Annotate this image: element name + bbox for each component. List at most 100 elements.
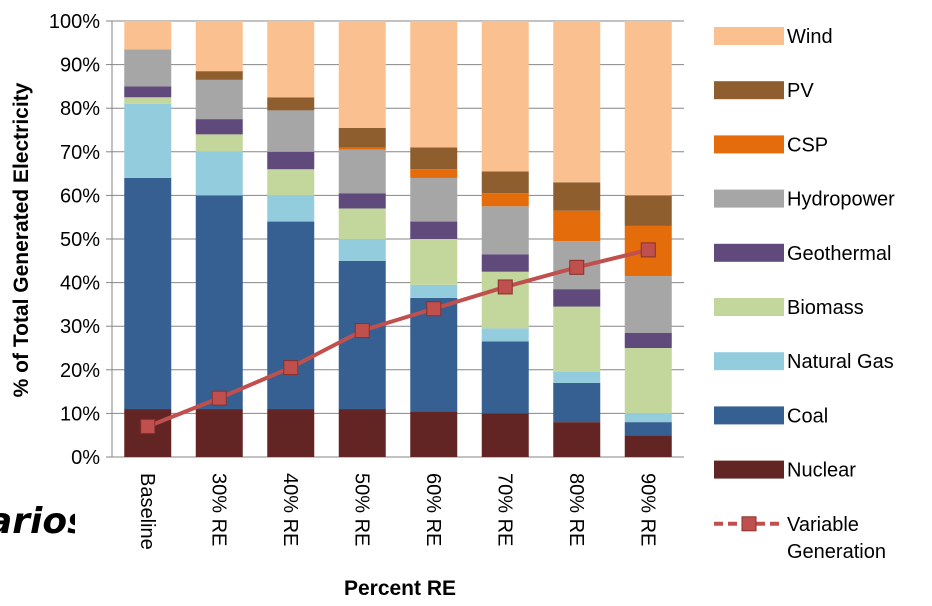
y-tick-label: 100% bbox=[49, 11, 100, 33]
bar-segment-coal bbox=[195, 195, 243, 410]
y-tick-label: 60% bbox=[60, 185, 100, 207]
variable-generation-polyline bbox=[147, 247, 649, 429]
bar-segment-geothermal bbox=[338, 193, 386, 209]
x-tick-label: 60% RE bbox=[422, 473, 444, 546]
y-tick-label: 20% bbox=[60, 360, 100, 382]
bar-segment-biomass bbox=[553, 306, 601, 372]
y-axis-label: % of Total Generated Electricity bbox=[10, 82, 33, 397]
y-tick-label: 30% bbox=[60, 316, 100, 338]
bar-segment-wind bbox=[124, 21, 172, 50]
y-tick-label: 80% bbox=[60, 98, 100, 120]
bar-segment-biomass bbox=[124, 97, 172, 104]
bar-segment-geothermal bbox=[124, 86, 172, 98]
bar-stacks bbox=[124, 21, 672, 457]
bar-segment-biomass bbox=[410, 239, 458, 285]
bar-stack bbox=[338, 21, 386, 457]
legend-label: Generation bbox=[787, 541, 886, 563]
bar-segment-geothermal bbox=[267, 151, 315, 170]
bar-segment-hydropower bbox=[195, 79, 243, 120]
bar-segment-geothermal bbox=[624, 332, 672, 348]
bar-segment-wind bbox=[267, 21, 315, 98]
variable-generation-point bbox=[140, 418, 156, 434]
bar-stack bbox=[195, 21, 243, 457]
bar-segment-coal bbox=[410, 297, 458, 412]
legend-label: Coal bbox=[787, 405, 828, 427]
bar-segment-wind bbox=[195, 21, 243, 72]
x-tick-label: 90% RE bbox=[636, 473, 658, 546]
bar-segment-hydropower bbox=[124, 49, 172, 87]
y-tick-label: 10% bbox=[60, 403, 100, 425]
x-tick-label: Baseline bbox=[136, 473, 158, 550]
bar-segment-natural-gas bbox=[195, 151, 243, 196]
bar-stack bbox=[553, 21, 601, 457]
legend-label: PV bbox=[787, 80, 814, 102]
legend-label: Natural Gas bbox=[787, 351, 894, 373]
bar-segment-geothermal bbox=[195, 119, 243, 135]
x-axis-label: Percent RE bbox=[344, 577, 456, 600]
legend-label: CSP bbox=[787, 134, 828, 156]
bar-segment-nuclear bbox=[553, 422, 601, 457]
bar-segment-pv bbox=[195, 71, 243, 80]
variable-generation-point bbox=[569, 259, 585, 275]
bar-segment-biomass bbox=[195, 134, 243, 152]
legend-label: Nuclear bbox=[787, 460, 856, 482]
legend-swatch-geothermal bbox=[714, 243, 784, 262]
bar-stack bbox=[481, 21, 529, 457]
variable-generation-point bbox=[283, 360, 299, 376]
bar-segment-nuclear bbox=[624, 435, 672, 457]
bar-segment-wind bbox=[553, 21, 601, 183]
bar-stack bbox=[267, 21, 315, 457]
legend-swatch-wind bbox=[714, 27, 784, 45]
bar-segment-hydropower bbox=[338, 149, 386, 194]
bar-stack bbox=[124, 21, 172, 457]
bar-segment-biomass bbox=[624, 348, 672, 414]
bar-segment-wind bbox=[481, 21, 529, 172]
bar-segment-hydropower bbox=[410, 177, 458, 222]
bar-segment-pv bbox=[481, 171, 529, 194]
legend-swatch-nuclear bbox=[714, 460, 784, 479]
bar-segment-csp bbox=[410, 169, 458, 178]
bar-segment-coal bbox=[481, 341, 529, 414]
bar-segment-nuclear bbox=[481, 413, 529, 457]
bar-segment-natural-gas bbox=[338, 239, 386, 261]
legend-swatch-biomass bbox=[714, 298, 784, 316]
variable-generation-line bbox=[140, 242, 656, 434]
legend-label: Geothermal bbox=[787, 243, 892, 265]
bar-segment-hydropower bbox=[267, 110, 315, 152]
bar-segment-natural-gas bbox=[410, 284, 458, 298]
y-tick-label: 0% bbox=[71, 447, 100, 469]
cutoff-title-fragment: arios bbox=[0, 501, 75, 542]
legend-point-marker bbox=[741, 516, 757, 532]
bar-segment-natural-gas bbox=[553, 371, 601, 383]
bar-segment-coal bbox=[124, 177, 172, 410]
variable-generation-point bbox=[354, 323, 370, 339]
cutoff-title-fragment-box: arios bbox=[0, 490, 75, 550]
bar-segment-csp bbox=[553, 210, 601, 242]
bar-segment-natural-gas bbox=[481, 328, 529, 342]
y-axis-ticks: 0% 10% 20% 30% 40% 50% 60% 70% 80% 90% 100% bbox=[49, 11, 100, 469]
legend-label: Hydropower bbox=[787, 189, 895, 211]
legend-swatch-natural-gas bbox=[714, 352, 784, 371]
legend-label: Variable bbox=[787, 514, 859, 536]
bar-segment-nuclear bbox=[410, 411, 458, 457]
bar-segment-natural-gas bbox=[267, 195, 315, 222]
bar-segment-nuclear bbox=[338, 409, 386, 457]
bar-segment-pv bbox=[267, 97, 315, 111]
legend-swatch-coal bbox=[714, 406, 784, 425]
legend-label: Biomass bbox=[787, 297, 864, 319]
legend-swatch-csp bbox=[714, 135, 784, 154]
x-tick-label: 80% RE bbox=[565, 473, 587, 546]
legend-label: Wind bbox=[787, 26, 833, 48]
bar-segment-csp bbox=[481, 193, 529, 207]
bar-segment-pv bbox=[410, 147, 458, 170]
bar-segment-pv bbox=[338, 127, 386, 148]
bar-segment-wind bbox=[338, 21, 386, 128]
y-tick-label: 50% bbox=[60, 229, 100, 251]
bar-segment-biomass bbox=[267, 169, 315, 196]
bar-segment-wind bbox=[624, 21, 672, 196]
x-tick-label: 40% RE bbox=[279, 473, 301, 546]
bar-segment-coal bbox=[553, 382, 601, 423]
variable-generation-point bbox=[211, 390, 227, 406]
bar-segment-nuclear bbox=[195, 409, 243, 457]
